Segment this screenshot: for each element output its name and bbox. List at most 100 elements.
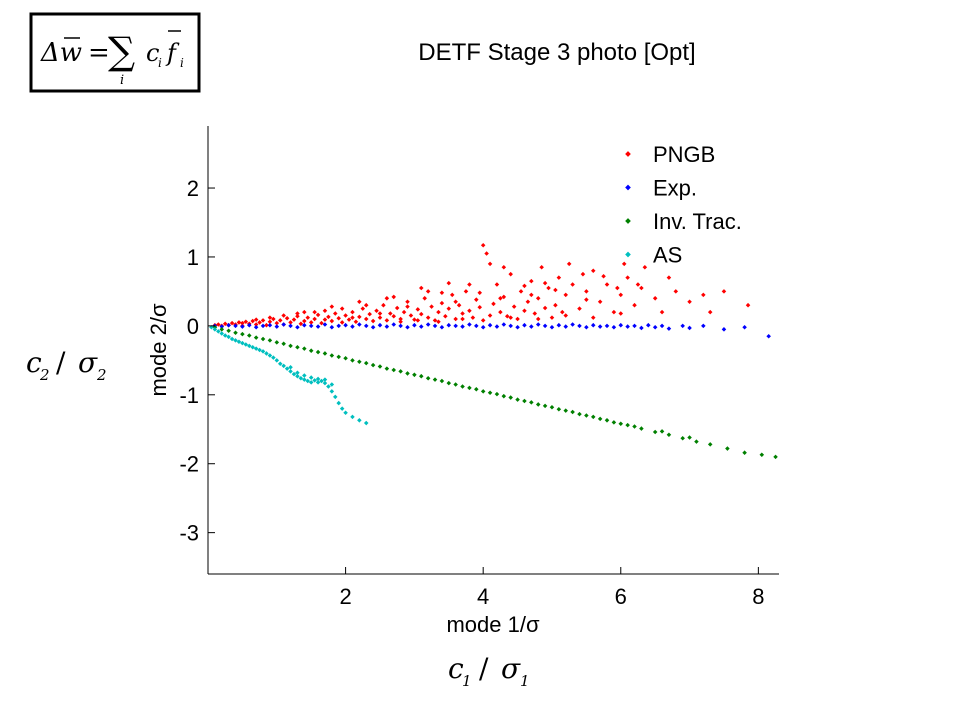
side-label-y-num-sub: 2 bbox=[39, 366, 50, 384]
data-point bbox=[560, 309, 565, 315]
data-point bbox=[425, 289, 431, 294]
data-point bbox=[546, 285, 551, 291]
data-point bbox=[281, 322, 286, 327]
data-point bbox=[694, 439, 699, 444]
formula-sum-index: i bbox=[120, 73, 124, 88]
data-point bbox=[522, 308, 527, 313]
data-point bbox=[350, 358, 355, 363]
data-point bbox=[247, 343, 252, 349]
data-point bbox=[260, 349, 266, 354]
data-point bbox=[439, 378, 445, 384]
data-point bbox=[508, 323, 513, 329]
data-point bbox=[707, 309, 713, 315]
data-point bbox=[687, 325, 692, 331]
data-point bbox=[329, 353, 335, 358]
data-point bbox=[639, 285, 644, 291]
data-point bbox=[487, 261, 493, 267]
data-point bbox=[326, 384, 331, 389]
data-point bbox=[425, 375, 431, 381]
data-point bbox=[391, 294, 397, 300]
data-point bbox=[522, 322, 527, 328]
data-point bbox=[281, 313, 286, 318]
side-label-y-slash: / bbox=[56, 346, 66, 379]
data-point bbox=[315, 312, 321, 318]
side-label-x: c 1 / σ 1 bbox=[448, 652, 530, 690]
data-point bbox=[219, 331, 225, 336]
data-point bbox=[425, 322, 431, 327]
plot-points bbox=[209, 242, 778, 460]
data-point bbox=[281, 363, 286, 369]
data-point bbox=[350, 315, 355, 320]
legend-marker bbox=[625, 251, 631, 258]
data-point bbox=[381, 302, 386, 308]
data-point bbox=[474, 297, 479, 302]
data-point bbox=[315, 380, 321, 385]
data-point bbox=[302, 318, 307, 324]
data-point bbox=[284, 366, 290, 371]
data-point bbox=[329, 318, 335, 324]
data-point bbox=[250, 318, 255, 324]
data-point bbox=[701, 292, 706, 298]
data-point bbox=[673, 289, 679, 294]
data-point bbox=[370, 324, 376, 330]
data-point bbox=[487, 313, 493, 318]
data-point bbox=[542, 305, 548, 311]
data-point bbox=[408, 313, 414, 318]
data-point bbox=[556, 275, 562, 280]
data-point bbox=[625, 422, 630, 428]
data-point bbox=[377, 322, 383, 328]
data-point bbox=[721, 289, 727, 294]
data-point bbox=[271, 316, 276, 322]
data-point bbox=[412, 322, 417, 328]
data-point bbox=[422, 296, 427, 301]
data-point bbox=[329, 324, 335, 330]
data-point bbox=[377, 315, 383, 320]
data-point bbox=[625, 275, 630, 280]
data-point bbox=[405, 304, 410, 309]
x-tick-label: 6 bbox=[615, 584, 627, 609]
data-point bbox=[394, 305, 400, 311]
data-point bbox=[367, 311, 372, 317]
data-point bbox=[302, 377, 307, 382]
data-point bbox=[460, 324, 465, 329]
y-ticks: -3 -2 -1 0 1 2 bbox=[179, 176, 215, 546]
data-point bbox=[412, 372, 417, 378]
data-point bbox=[291, 317, 297, 322]
data-point bbox=[456, 302, 462, 308]
data-point bbox=[584, 289, 589, 294]
data-point bbox=[319, 378, 324, 384]
series-pngb bbox=[212, 242, 751, 329]
data-point bbox=[484, 251, 489, 256]
formula-term-c-sub: i bbox=[158, 56, 162, 70]
data-point bbox=[443, 313, 448, 319]
legend-label: AS bbox=[653, 243, 682, 268]
data-point bbox=[529, 400, 534, 405]
data-point bbox=[508, 271, 513, 277]
scatter-chart: 2 4 6 8 -3 -2 -1 0 1 2 mode 1/σ mode 2/σ PNGB Exp… bbox=[146, 126, 779, 637]
data-point bbox=[326, 314, 331, 320]
data-point bbox=[305, 378, 311, 384]
data-point bbox=[322, 351, 328, 356]
data-point bbox=[597, 324, 603, 329]
data-point bbox=[343, 410, 348, 415]
data-point bbox=[226, 328, 231, 333]
data-point bbox=[339, 306, 345, 311]
data-point bbox=[460, 384, 465, 389]
data-point bbox=[260, 336, 266, 342]
data-point bbox=[584, 297, 589, 302]
data-point bbox=[398, 369, 403, 374]
data-point bbox=[274, 358, 280, 363]
data-point bbox=[363, 420, 369, 426]
data-point bbox=[329, 389, 335, 394]
data-point bbox=[666, 432, 672, 438]
data-point bbox=[377, 311, 383, 316]
data-point bbox=[295, 344, 300, 350]
data-point bbox=[474, 387, 479, 392]
data-point bbox=[498, 296, 503, 301]
data-point bbox=[463, 289, 469, 294]
data-point bbox=[542, 280, 548, 286]
data-point bbox=[257, 347, 262, 353]
side-label-x-num: c bbox=[448, 652, 464, 685]
data-point bbox=[288, 369, 293, 374]
data-point bbox=[580, 271, 586, 277]
